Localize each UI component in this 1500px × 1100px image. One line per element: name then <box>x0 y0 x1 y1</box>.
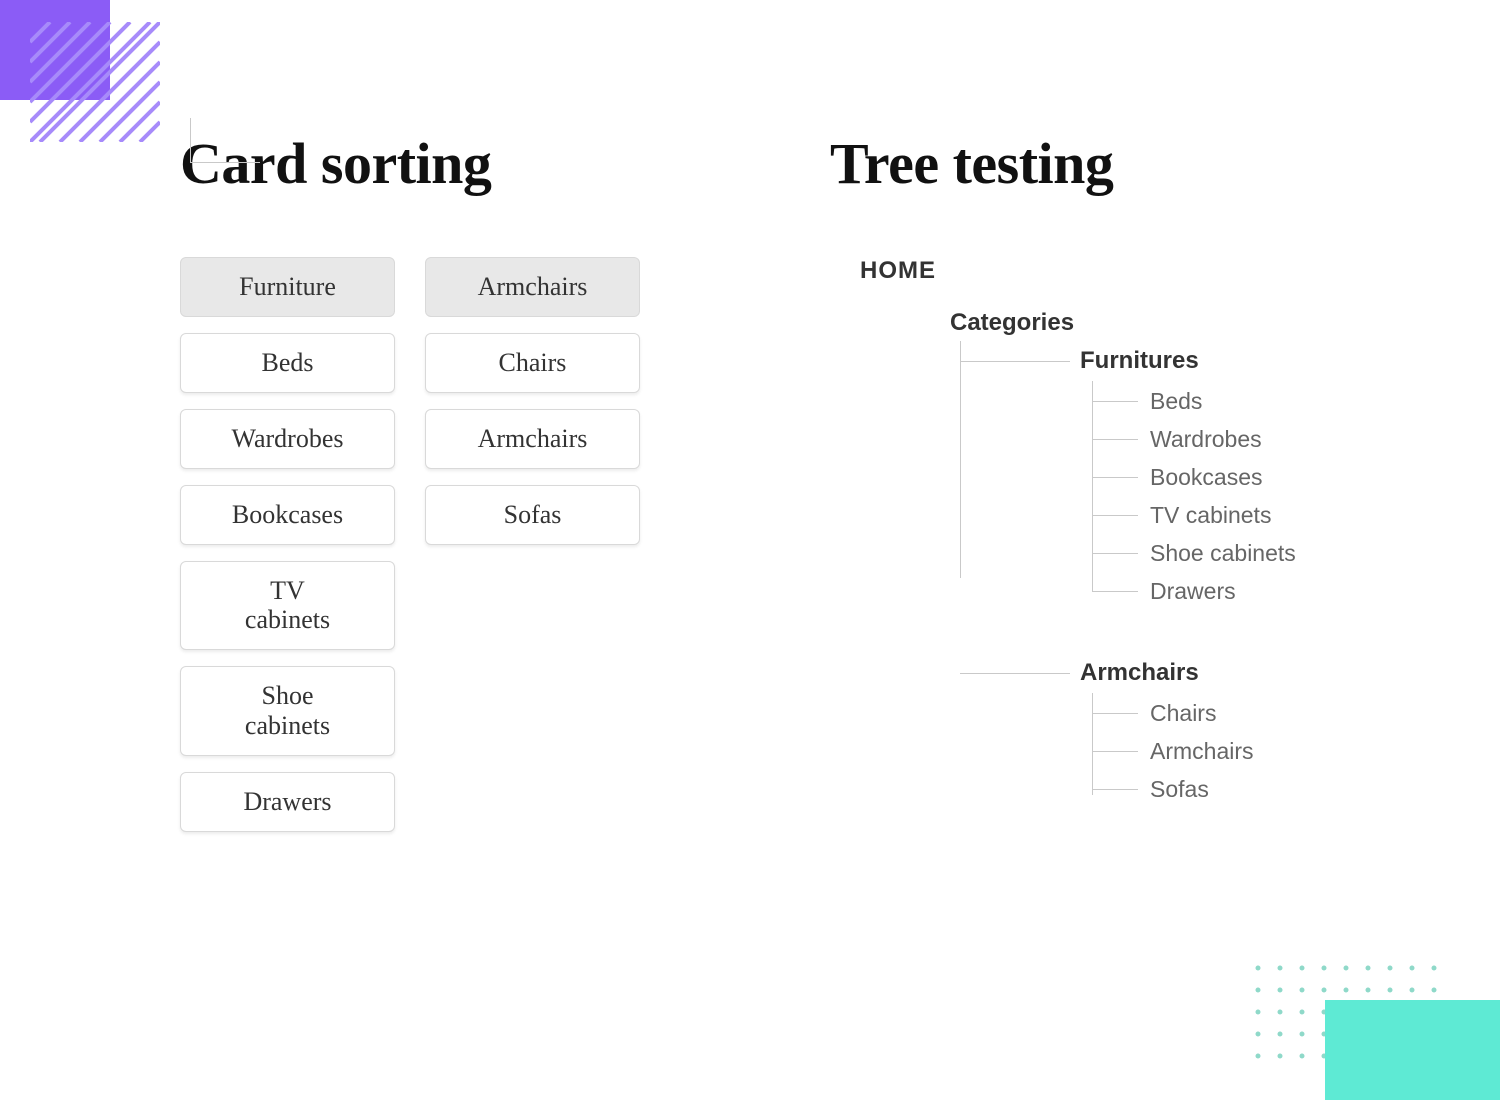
tree-leaves: Beds Wardrobes Bookcases TV cabinets Sho… <box>1080 383 1400 611</box>
card-column-armchairs: Armchairs Chairs Armchairs Sofas <box>425 257 640 832</box>
tree-testing-panel: Tree testing HOME Categories Furnitures … <box>830 130 1400 856</box>
card-item[interactable]: Sofas <box>425 485 640 545</box>
hatch-pattern-icon <box>30 22 160 142</box>
card-sorting-title: Card sorting <box>180 130 750 197</box>
tree-leaf[interactable]: Shoe cabinets <box>1150 535 1400 573</box>
card-item[interactable]: Chairs <box>425 333 640 393</box>
tree-branch-label[interactable]: Furnitures <box>1080 347 1199 374</box>
tree-leaf[interactable]: Wardrobes <box>1150 421 1400 459</box>
card-sorting-panel: Card sorting Furniture Beds Wardrobes Bo… <box>180 130 750 856</box>
tree-categories: Categories Furnitures Beds Wardrobes Boo… <box>860 291 1400 808</box>
bottom-right-decoration <box>1240 940 1500 1100</box>
tree-branch-furnitures: Furnitures Beds Wardrobes Bookcases TV c… <box>1080 347 1400 611</box>
card-item[interactable]: Wardrobes <box>180 409 395 469</box>
card-column-furniture: Furniture Beds Wardrobes Bookcases TV ca… <box>180 257 395 832</box>
card-item[interactable]: TV cabinets <box>180 561 395 651</box>
tree-leaf[interactable]: TV cabinets <box>1150 497 1400 535</box>
tree-leaf[interactable]: Beds <box>1150 383 1400 421</box>
tree: HOME Categories Furnitures Beds Wardrobe… <box>860 257 1400 808</box>
card-columns: Furniture Beds Wardrobes Bookcases TV ca… <box>180 257 750 832</box>
tree-leaf[interactable]: Bookcases <box>1150 459 1400 497</box>
card-header[interactable]: Furniture <box>180 257 395 317</box>
tree-root[interactable]: HOME <box>860 257 1400 285</box>
card-item[interactable]: Shoe cabinets <box>180 666 395 756</box>
tree-leaf[interactable]: Drawers <box>1150 573 1400 611</box>
tree-leaf[interactable]: Armchairs <box>1150 733 1400 771</box>
tree-branches: Furnitures Beds Wardrobes Bookcases TV c… <box>950 347 1400 808</box>
card-item[interactable]: Drawers <box>180 772 395 832</box>
mint-square-icon <box>1325 1000 1500 1100</box>
tree-branch-label[interactable]: Armchairs <box>1080 659 1199 686</box>
tree-leaf[interactable]: Chairs <box>1150 695 1400 733</box>
tree-leaf[interactable]: Sofas <box>1150 771 1400 809</box>
card-item[interactable]: Armchairs <box>425 409 640 469</box>
top-left-decoration <box>0 0 160 160</box>
content-wrapper: Card sorting Furniture Beds Wardrobes Bo… <box>180 130 1400 856</box>
card-header[interactable]: Armchairs <box>425 257 640 317</box>
tree-testing-title: Tree testing <box>830 130 1400 197</box>
tree-branch-armchairs: Armchairs Chairs Armchairs Sofas <box>1080 659 1400 809</box>
card-item[interactable]: Bookcases <box>180 485 395 545</box>
card-item[interactable]: Beds <box>180 333 395 393</box>
tree-leaves: Chairs Armchairs Sofas <box>1080 695 1400 809</box>
tree-categories-label[interactable]: Categories <box>950 291 1074 337</box>
